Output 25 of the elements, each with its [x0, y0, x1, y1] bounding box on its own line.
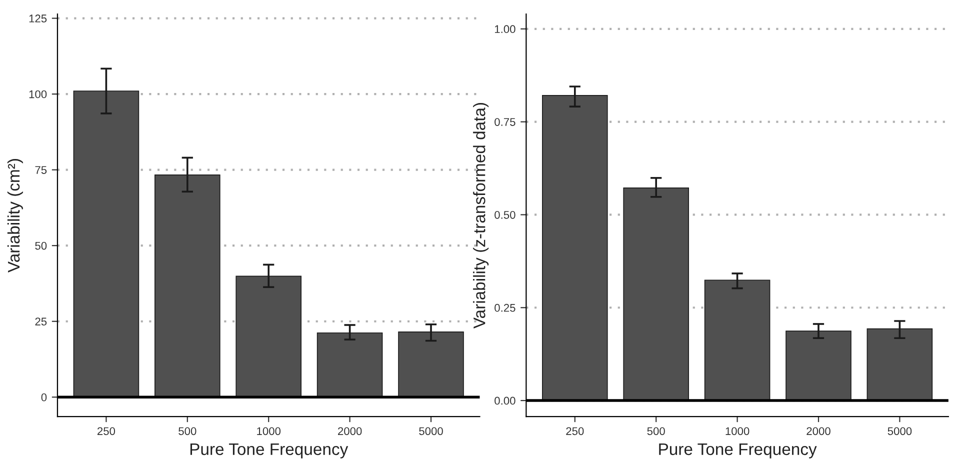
y-tick-label: 0.50 [494, 210, 516, 219]
x-axis-title: Pure Tone Frequency [659, 443, 817, 458]
x-tick-label: 2000 [806, 427, 830, 436]
x-tick-label: 1000 [726, 427, 750, 436]
x-tick-label: 2000 [338, 427, 362, 436]
x-tick-label: 250 [97, 427, 116, 436]
y-tick-label: 0.75 [494, 118, 516, 126]
x-axis-title: Pure Tone Frequency [190, 443, 348, 458]
y-tick-label: 50 [35, 242, 47, 250]
y-tick-label: 0 [41, 393, 47, 402]
x-tick-label: 5000 [419, 427, 443, 436]
y-tick-label: 25 [35, 318, 47, 326]
y-tick-label: 0.25 [494, 304, 516, 312]
y-tick-label: 0.00 [494, 396, 516, 405]
y-tick-label: 75 [35, 166, 47, 174]
y-tick-label: 100 [29, 90, 47, 98]
x-tick-label: 5000 [888, 427, 912, 436]
y-axis-title: Variability (cm²) [7, 159, 23, 272]
y-tick-label: 125 [29, 14, 47, 22]
x-tick-label: 250 [566, 427, 584, 436]
x-tick-label: 500 [647, 427, 665, 436]
x-tick-label: 500 [178, 427, 196, 436]
y-tick-label: 1.00 [494, 25, 516, 34]
x-tick-label: 1000 [257, 427, 281, 436]
y-axis-title: Variability (z-transformed data) [473, 102, 489, 329]
